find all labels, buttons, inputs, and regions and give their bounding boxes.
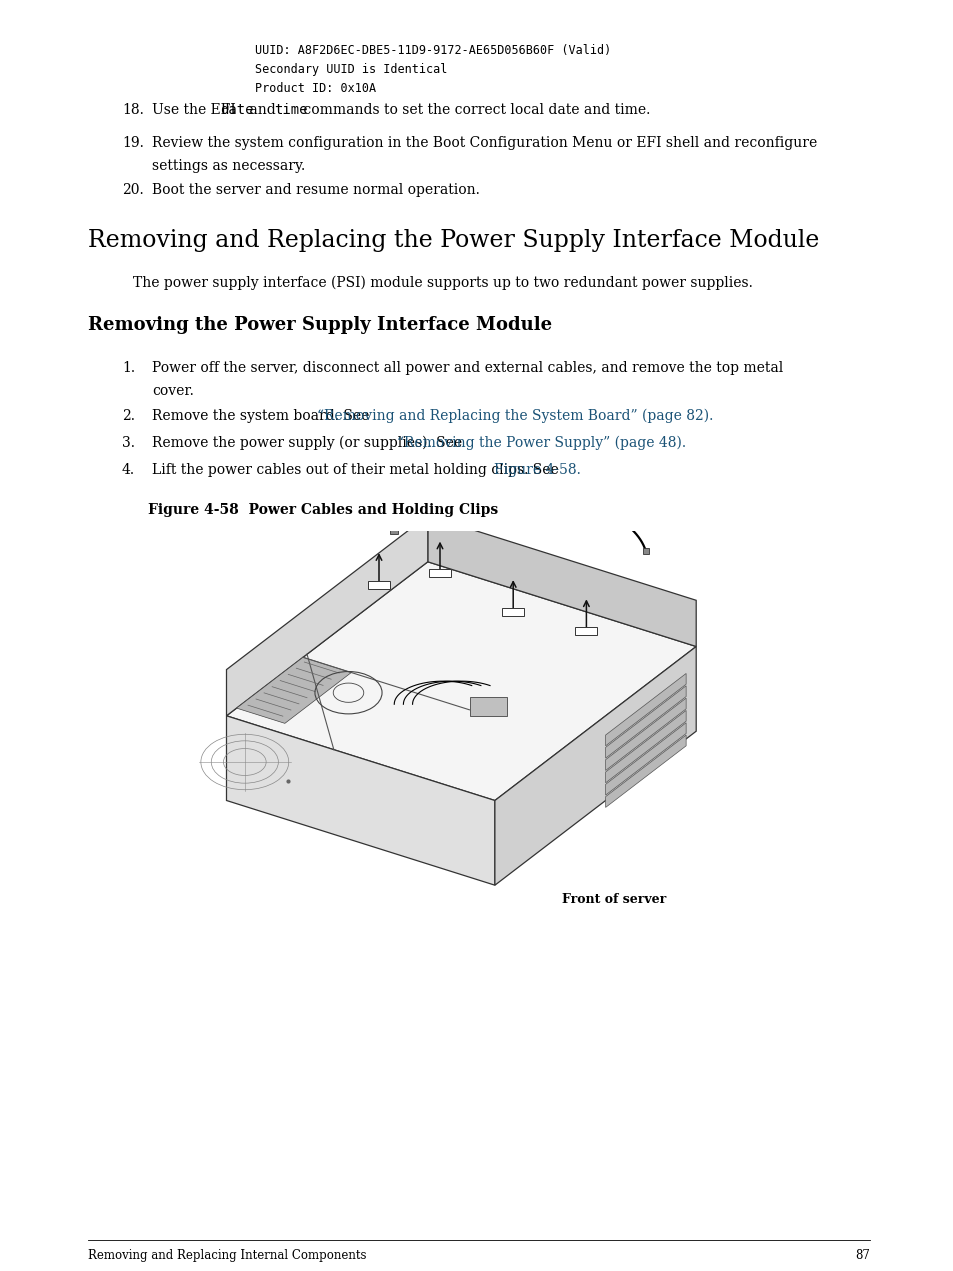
Text: 4.: 4. [122,463,135,477]
Text: Boot the server and resume normal operation.: Boot the server and resume normal operat… [152,183,479,197]
Polygon shape [605,674,685,746]
Text: Lift the power cables out of their metal holding clips. See: Lift the power cables out of their metal… [152,463,562,477]
Text: Remove the system board. See: Remove the system board. See [152,409,374,423]
Polygon shape [605,735,685,807]
Text: Front of server: Front of server [561,894,665,906]
Bar [501,608,523,615]
Text: Figure 4-58  Power Cables and Holding Clips: Figure 4-58 Power Cables and Holding Cli… [148,503,497,517]
Text: 2.: 2. [122,409,135,423]
Text: Removing the Power Supply Interface Module: Removing the Power Supply Interface Modu… [88,316,552,334]
Text: Use the EFI: Use the EFI [152,103,240,117]
Polygon shape [226,716,495,885]
Text: and: and [245,103,280,117]
Text: Power off the server, disconnect all power and external cables, and remove the t: Power off the server, disconnect all pow… [152,361,782,375]
Polygon shape [495,647,696,885]
Text: 18.: 18. [122,103,144,117]
Text: commands to set the correct local date and time.: commands to set the correct local date a… [298,103,649,117]
Text: 3.: 3. [122,436,135,450]
Text: date: date [220,103,253,117]
Text: Secondary UUID is Identical: Secondary UUID is Identical [254,64,447,76]
Text: 87: 87 [854,1249,869,1262]
Polygon shape [605,686,685,758]
Polygon shape [226,516,427,716]
Text: Remove the power supply (or supplies). See: Remove the power supply (or supplies). S… [152,436,466,450]
Text: Removing and Replacing Internal Components: Removing and Replacing Internal Componen… [88,1249,366,1262]
Text: time: time [274,103,307,117]
Bar [368,581,390,588]
Text: UUID: A8F2D6EC-DBE5-11D9-9172-AE65D056B60F (Valid): UUID: A8F2D6EC-DBE5-11D9-9172-AE65D056B6… [254,44,611,57]
Polygon shape [605,723,685,796]
Text: settings as necessary.: settings as necessary. [152,159,305,173]
Text: Removing and Replacing the Power Supply Interface Module: Removing and Replacing the Power Supply … [88,229,819,252]
Bar [429,569,451,577]
Bar [575,628,597,636]
Text: 19.: 19. [122,136,144,150]
Polygon shape [605,698,685,770]
Text: “Removing and Replacing the System Board” (page 82).: “Removing and Replacing the System Board… [317,409,713,423]
Bar [470,697,507,716]
Polygon shape [226,562,696,801]
Text: “Removing the Power Supply” (page 48).: “Removing the Power Supply” (page 48). [396,436,685,450]
Polygon shape [427,516,696,647]
Polygon shape [605,710,685,783]
Text: 20.: 20. [122,183,144,197]
Text: cover.: cover. [152,384,193,398]
Text: Figure 4-58.: Figure 4-58. [494,463,580,477]
Text: The power supply interface (PSI) module supports up to two redundant power suppl: The power supply interface (PSI) module … [132,276,752,290]
Text: Product ID: 0x10A: Product ID: 0x10A [254,83,375,95]
Polygon shape [236,657,351,723]
Text: 1.: 1. [122,361,135,375]
Text: Review the system configuration in the Boot Configuration Menu or EFI shell and : Review the system configuration in the B… [152,136,817,150]
